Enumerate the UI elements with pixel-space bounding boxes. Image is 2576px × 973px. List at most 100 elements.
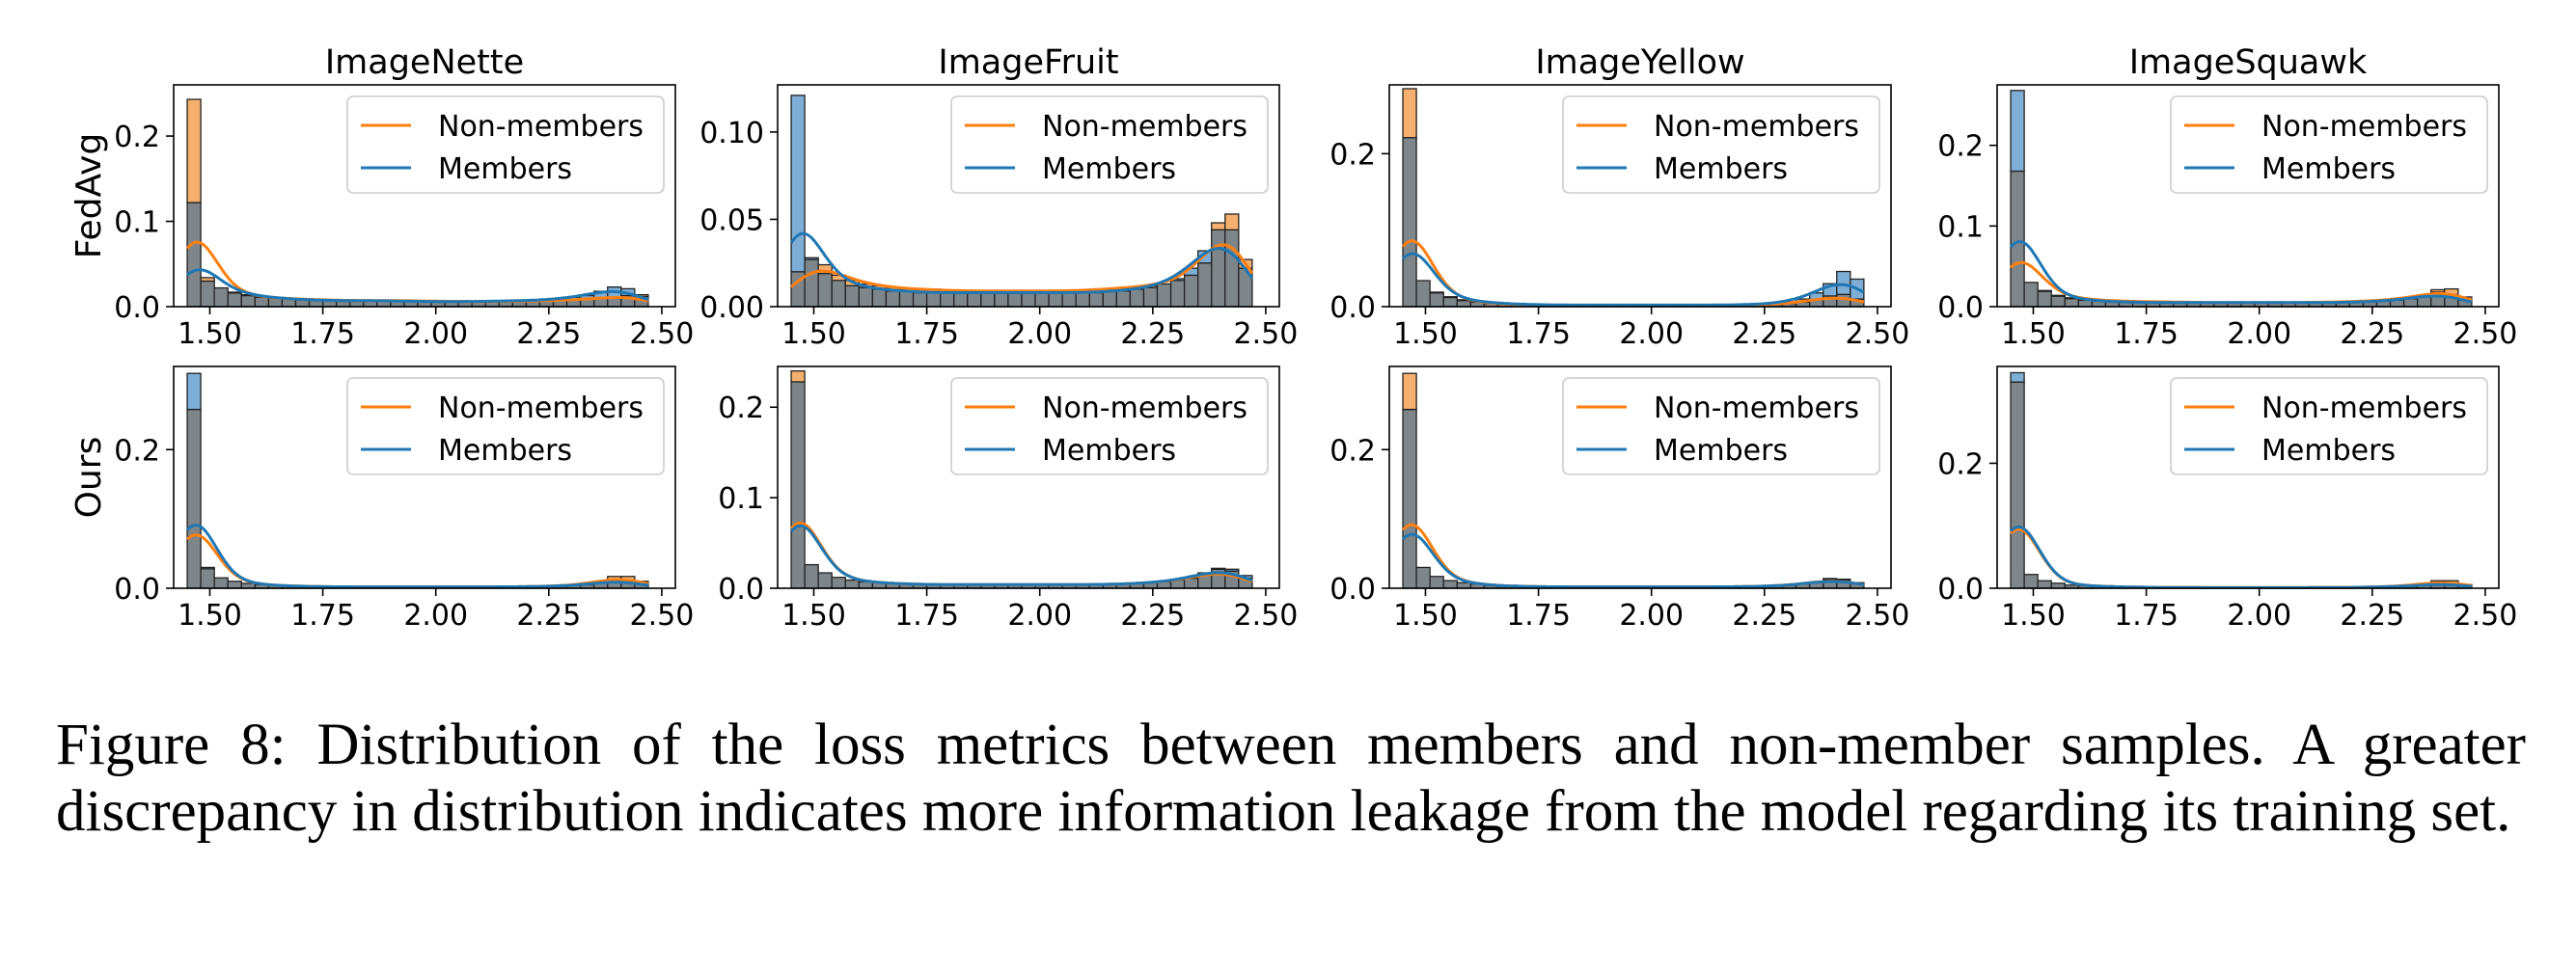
legend-box [346,95,665,194]
x-tick-label: 1.50 [781,317,846,351]
x-tick-label: 1.75 [1506,317,1571,351]
panel-0-2: 0.0 0.2 1.50 1.75 2.00 2.25 2.50 ImageYellow Non… [1329,43,1909,351]
bar-nonmembers [1402,88,1417,139]
x-tick-label: 2.50 [1234,599,1299,633]
bar-nonmembers [790,370,806,383]
bar-overlap [1429,576,1444,589]
bar-overlap [200,568,215,589]
bar-nonmembers [186,98,202,203]
bar-members [186,372,202,411]
y-tick-label: 0.05 [699,203,764,237]
bar-overlap [871,288,888,308]
x-tick-label: 2.50 [2453,599,2518,633]
legend: Non-members Members [1562,377,1880,475]
bar-members [790,95,806,273]
bar-nonmembers [1822,578,1838,581]
y-tick-label: 0.10 [699,117,764,150]
y-tick-label: 0.2 [1329,138,1376,172]
x-tick-label: 1.75 [2114,317,2179,351]
legend-label-nonmembers: Non-members [1042,392,1247,425]
bar-overlap [1129,288,1145,308]
bar-overlap [240,294,256,308]
legend-label-members: Members [1042,434,1176,468]
x-tick-label: 2.00 [1619,599,1684,633]
bar-overlap [1402,137,1417,308]
bar-nonmembers [2050,294,2066,297]
bar-overlap [1034,291,1050,308]
bar-overlap [1197,262,1213,308]
bar-overlap [1211,229,1226,308]
x-tick-label: 2.25 [2340,317,2404,351]
legend-box [950,95,1269,194]
x-tick-label: 1.50 [2001,317,2066,351]
kde-nonmembers [2010,260,2473,305]
axes-frame [777,84,1280,308]
x-tick-label: 2.25 [1732,599,1796,633]
bar-overlap [804,258,819,308]
kde-members [1402,532,1865,589]
x-tick-label: 1.75 [894,317,959,351]
y-tick-label: 0.0 [1937,573,1984,607]
panel-1-3: 0.0 0.2 1.50 1.75 2.00 2.25 2.50 Non-members Mem… [1937,365,2518,633]
bar-overlap [831,577,846,589]
x-tick-label: 2.25 [516,317,581,351]
y-tick-label: 0.0 [1937,291,1984,325]
x-tick-label: 2.25 [1732,317,1796,351]
legend-label-nonmembers: Non-members [438,110,644,144]
bar-overlap [1115,290,1132,308]
x-tick-label: 2.00 [403,599,468,633]
bar-overlap [213,577,229,589]
panel-title-imagenette: ImageNette [325,43,524,82]
kde-members [790,524,1253,586]
figure-caption: Figure 8: Distribution of the loss metri… [56,713,2526,844]
bar-overlap [1224,229,1240,308]
kde-nonmembers [790,243,1254,293]
kde-nonmembers [2010,527,2473,589]
panel-1-2: 0.0 0.2 1.50 1.75 2.00 2.25 2.50 Non-members Mem… [1329,365,1909,633]
bar-overlap [2010,170,2025,308]
kde-members [789,231,1254,294]
y-tick-label: 0.1 [1937,210,1984,244]
y-tick-label: 0.2 [718,392,764,425]
x-tick-label: 2.50 [1234,317,1299,351]
x-tick-label: 1.50 [2001,599,2066,633]
kde-members [186,268,649,304]
bar-overlap [1429,292,1444,308]
bar-members [2010,371,2025,383]
legend: Non-members Members [950,95,1269,194]
kde-members [1402,252,1865,307]
legend-box [2170,377,2488,475]
bar-nonmembers [1224,213,1240,230]
bar-members [1836,270,1851,295]
x-tick-label: 2.00 [1007,599,1072,633]
legend-label-members: Members [2261,152,2396,186]
bar-overlap [2023,574,2039,589]
axes-frame [777,365,1280,589]
legend-box [1562,95,1880,194]
x-tick-label: 2.25 [1120,599,1185,633]
bar-members [2010,90,2025,173]
y-tick-label: 0.0 [114,291,160,325]
legend-label-members: Members [1654,434,1788,468]
axes-frame [173,365,676,589]
bar-overlap [1183,578,1199,589]
x-tick-label: 2.25 [516,599,581,633]
x-tick-label: 1.75 [2114,599,2179,633]
bar-overlap [953,291,969,308]
bar-members [200,566,215,570]
axes-frame [1388,84,1892,308]
legend: Non-members Members [346,95,665,194]
row-label-ours: Ours [69,437,109,519]
y-tick-label: 0.0 [1329,291,1376,325]
bar-overlap [1415,280,1431,308]
bar-members [1224,568,1240,572]
bar-overlap [2023,282,2039,308]
x-tick-label: 2.50 [630,317,695,351]
bar-overlap [831,280,846,308]
y-tick-label: 0.2 [114,121,160,154]
bar-nonmembers [2430,288,2446,293]
bar-overlap [1021,291,1036,308]
x-tick-label: 1.50 [1393,599,1458,633]
y-tick-label: 0.0 [114,573,160,607]
bar-overlap [817,272,833,308]
